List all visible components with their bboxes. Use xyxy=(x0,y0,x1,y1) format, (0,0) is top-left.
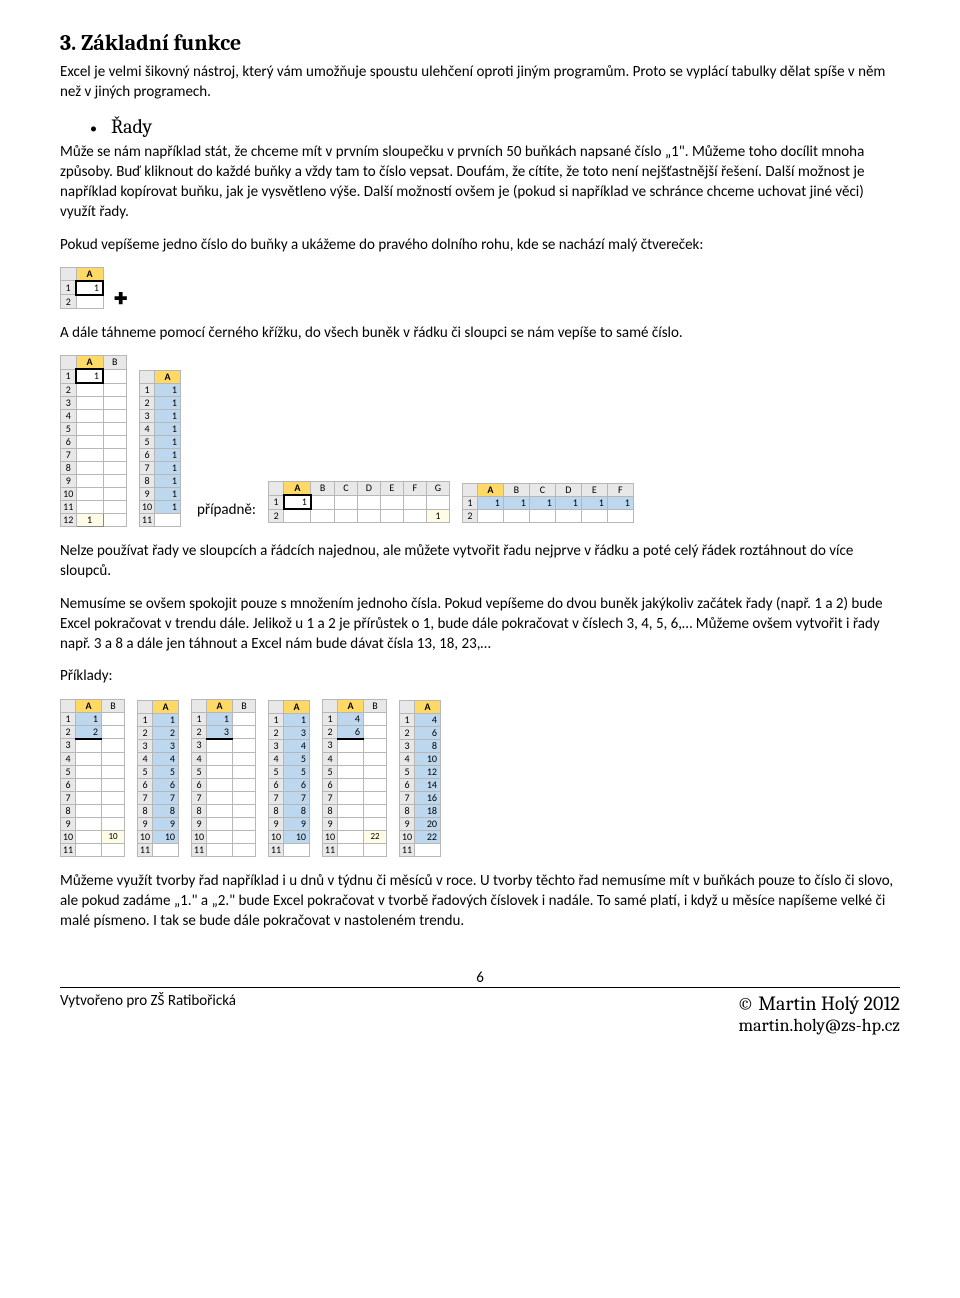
fill-cursor-icon: ✚ xyxy=(114,289,127,309)
footer-copyright: © Martin Holý 2012 xyxy=(737,992,900,1015)
mini-sheet-single: A 11 2 xyxy=(60,267,104,309)
intro-paragraph: Excel je velmi šikovný nástroj, který vá… xyxy=(60,62,900,103)
section-heading: 3. Základní funkce xyxy=(60,30,900,56)
paragraph-6: Můžeme využít tvorby řad například i u d… xyxy=(60,871,900,932)
bullet-dot: • xyxy=(90,120,97,137)
mini-sheet-col-ones: A 11 21 31 41 51 61 71 81 91 101 11 xyxy=(139,370,181,527)
figure-row-examples: AB 11 22 3 4 5 6 7 8 9 1010 11 A 11 22 3… xyxy=(60,699,900,857)
bullet-title: Řady xyxy=(111,115,152,138)
figure-row-2: AB 11 2 3 4 5 6 7 8 9 10 11 121 A 11 21 … xyxy=(60,355,900,527)
paragraph-1: Může se nám například stát, že chceme mí… xyxy=(60,142,900,223)
mini-sheets-horizontal-filled: ABCDEF 1111111 2 xyxy=(462,483,634,527)
example-6: A 14 26 38 410 512 614 716 818 920 1022 … xyxy=(399,700,441,857)
example-4: A 11 23 34 45 55 66 77 88 99 1010 11 xyxy=(268,700,310,857)
example-3: AB 11 23 3 4 5 6 7 8 9 10 11 xyxy=(191,699,256,857)
pripadne-label: případně: xyxy=(197,501,256,519)
example-2: A 11 22 33 44 55 66 77 88 99 1010 11 xyxy=(137,700,179,857)
mini-sheets-horizontal: ABCDEFG 11 21 xyxy=(268,481,450,527)
footer-email: martin.holy@zs-hp.cz xyxy=(737,1015,900,1036)
page-number: 6 xyxy=(60,969,900,987)
mini-sheet-col-empty: AB 11 2 3 4 5 6 7 8 9 10 11 121 xyxy=(60,355,127,527)
paragraph-5: Nemusíme se ovšem spokojit pouze s množe… xyxy=(60,594,900,655)
paragraph-4: Nelze používat řady ve sloupcích a řádcí… xyxy=(60,541,900,582)
priklady-label: Příklady: xyxy=(60,666,900,686)
bullet-heading-row: • Řady xyxy=(90,115,900,138)
example-1: AB 11 22 3 4 5 6 7 8 9 1010 11 xyxy=(60,699,125,857)
document-page: 3. Základní funkce Excel je velmi šikovn… xyxy=(0,0,960,1056)
figure-1: A 11 2 ✚ xyxy=(60,267,900,309)
footer-left: Vytvořeno pro ZŠ Ratibořická xyxy=(60,992,236,1010)
page-footer: 6 Vytvořeno pro ZŠ Ratibořická © Martin … xyxy=(60,969,900,1036)
example-5: AB 14 26 3 4 5 6 7 8 9 1022 11 xyxy=(322,699,387,857)
paragraph-2: Pokud vepíšeme jedno číslo do buňky a uk… xyxy=(60,235,900,255)
paragraph-3: A dále táhneme pomocí černého křížku, do… xyxy=(60,323,900,343)
